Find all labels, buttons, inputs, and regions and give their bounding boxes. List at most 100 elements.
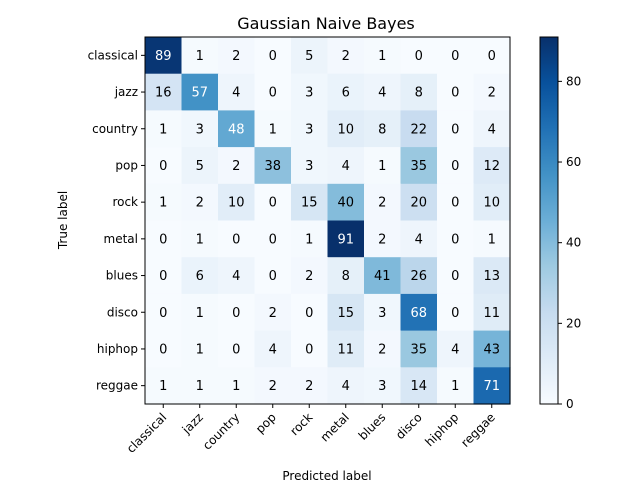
colorbar-tick-label: 80 — [566, 74, 581, 88]
cell-value-label: 0 — [415, 49, 423, 64]
y-tick-label: classical — [88, 48, 138, 62]
heatmap-cell — [364, 257, 402, 295]
y-tick-label: blues — [106, 269, 138, 283]
cell-value-label: 0 — [305, 342, 313, 357]
cell-value-label: 0 — [451, 86, 459, 101]
x-tick-label: reggae — [458, 410, 498, 450]
cell-value-label: 15 — [301, 196, 318, 211]
heatmap-cell — [254, 220, 292, 258]
colorbar-tick-label: 0 — [566, 397, 574, 411]
cell-value-label: 14 — [410, 379, 427, 394]
cell-value-label: 0 — [159, 342, 167, 357]
heatmap-cell — [145, 110, 183, 148]
heatmap-cell — [145, 257, 183, 295]
cell-value-label: 2 — [305, 269, 313, 284]
cell-value-label: 0 — [451, 232, 459, 247]
heatmap-cell — [437, 257, 475, 295]
cell-value-label: 4 — [232, 269, 240, 284]
heatmap-cell — [181, 330, 219, 368]
cell-value-label: 91 — [337, 232, 354, 247]
heatmap-cell — [254, 257, 292, 295]
heatmap-cell — [364, 367, 402, 405]
y-tick-label: jazz — [114, 85, 138, 99]
cell-value-label: 26 — [410, 269, 427, 284]
heatmap-cell — [364, 73, 402, 111]
cell-value-label: 0 — [305, 306, 313, 321]
cell-value-label: 0 — [159, 159, 167, 174]
cell-value-label: 1 — [196, 342, 204, 357]
heatmap-cell — [181, 147, 219, 185]
cell-value-label: 20 — [410, 196, 427, 211]
colorbar-tick-label: 20 — [566, 316, 581, 330]
cell-value-label: 1 — [378, 159, 386, 174]
heatmap-cell — [181, 293, 219, 332]
heatmap-cell — [327, 37, 365, 75]
heatmap-cell — [327, 110, 365, 148]
cell-value-label: 4 — [342, 159, 350, 174]
cell-value-label: 3 — [378, 306, 386, 321]
heatmap-cell — [327, 147, 365, 185]
heatmap-cell — [145, 147, 183, 185]
heatmap-cell — [145, 367, 183, 405]
heatmap-cell — [437, 147, 475, 185]
cell-value-label: 0 — [232, 232, 240, 247]
cell-value-label: 48 — [228, 122, 245, 137]
heatmap-cell — [473, 330, 511, 368]
cell-value-label: 4 — [342, 379, 350, 394]
heatmap-cell — [218, 367, 256, 405]
heatmap-cell — [473, 37, 511, 75]
cell-value-label: 1 — [305, 232, 313, 247]
cell-value-label: 1 — [196, 379, 204, 394]
cell-value-label: 22 — [410, 122, 427, 137]
heatmap-cell — [218, 293, 256, 332]
cell-value-label: 1 — [159, 379, 167, 394]
heatmap-cell — [364, 293, 402, 332]
cell-value-label: 35 — [410, 342, 427, 357]
heatmap-cell — [364, 220, 402, 258]
cell-value-label: 0 — [451, 49, 459, 64]
heatmap-cell — [473, 293, 511, 332]
heatmap-cell — [327, 330, 365, 368]
cell-value-label: 3 — [378, 379, 386, 394]
x-tick-label: metal — [318, 410, 352, 444]
heatmap-cell — [400, 37, 438, 75]
y-tick-label: metal — [104, 232, 138, 246]
x-tick-label: disco — [393, 410, 425, 442]
cell-value-label: 0 — [232, 342, 240, 357]
x-tick-label: classical — [124, 410, 170, 456]
x-tick-label: blues — [356, 410, 389, 443]
heatmap-cell — [437, 110, 475, 148]
y-tick-label: country — [92, 122, 138, 136]
cell-value-label: 0 — [451, 306, 459, 321]
heatmap-cell — [218, 37, 256, 75]
colorbar-tick-label: 60 — [566, 155, 581, 169]
colorbar-tick-label: 40 — [566, 236, 581, 250]
x-tick-label: country — [200, 410, 242, 452]
cell-value-label: 1 — [451, 379, 459, 394]
cell-value-label: 15 — [337, 306, 354, 321]
heatmap-cell — [254, 183, 292, 222]
heatmap-cell — [364, 330, 402, 368]
cell-value-label: 2 — [232, 159, 240, 174]
heatmap-cell — [218, 73, 256, 111]
heatmap-cell — [327, 73, 365, 111]
cell-value-label: 43 — [483, 342, 500, 357]
heatmap-cell — [254, 293, 292, 332]
cell-value-label: 2 — [269, 379, 277, 394]
cell-value-label: 4 — [451, 342, 459, 357]
cell-value-label: 1 — [196, 49, 204, 64]
heatmap-cell — [254, 367, 292, 405]
heatmap-cell — [291, 73, 329, 111]
heatmap-cell — [437, 330, 475, 368]
cell-value-label: 6 — [196, 269, 204, 284]
x-tick-label: rock — [287, 410, 315, 438]
cell-value-label: 4 — [269, 342, 277, 357]
heatmap-cell — [145, 183, 183, 222]
cell-value-label: 68 — [410, 306, 427, 321]
heatmap-cell — [400, 110, 438, 148]
cell-value-label: 2 — [232, 49, 240, 64]
heatmap-cell — [291, 110, 329, 148]
cell-value-label: 0 — [159, 232, 167, 247]
heatmap-cell — [181, 37, 219, 75]
heatmap-cell — [218, 183, 256, 222]
